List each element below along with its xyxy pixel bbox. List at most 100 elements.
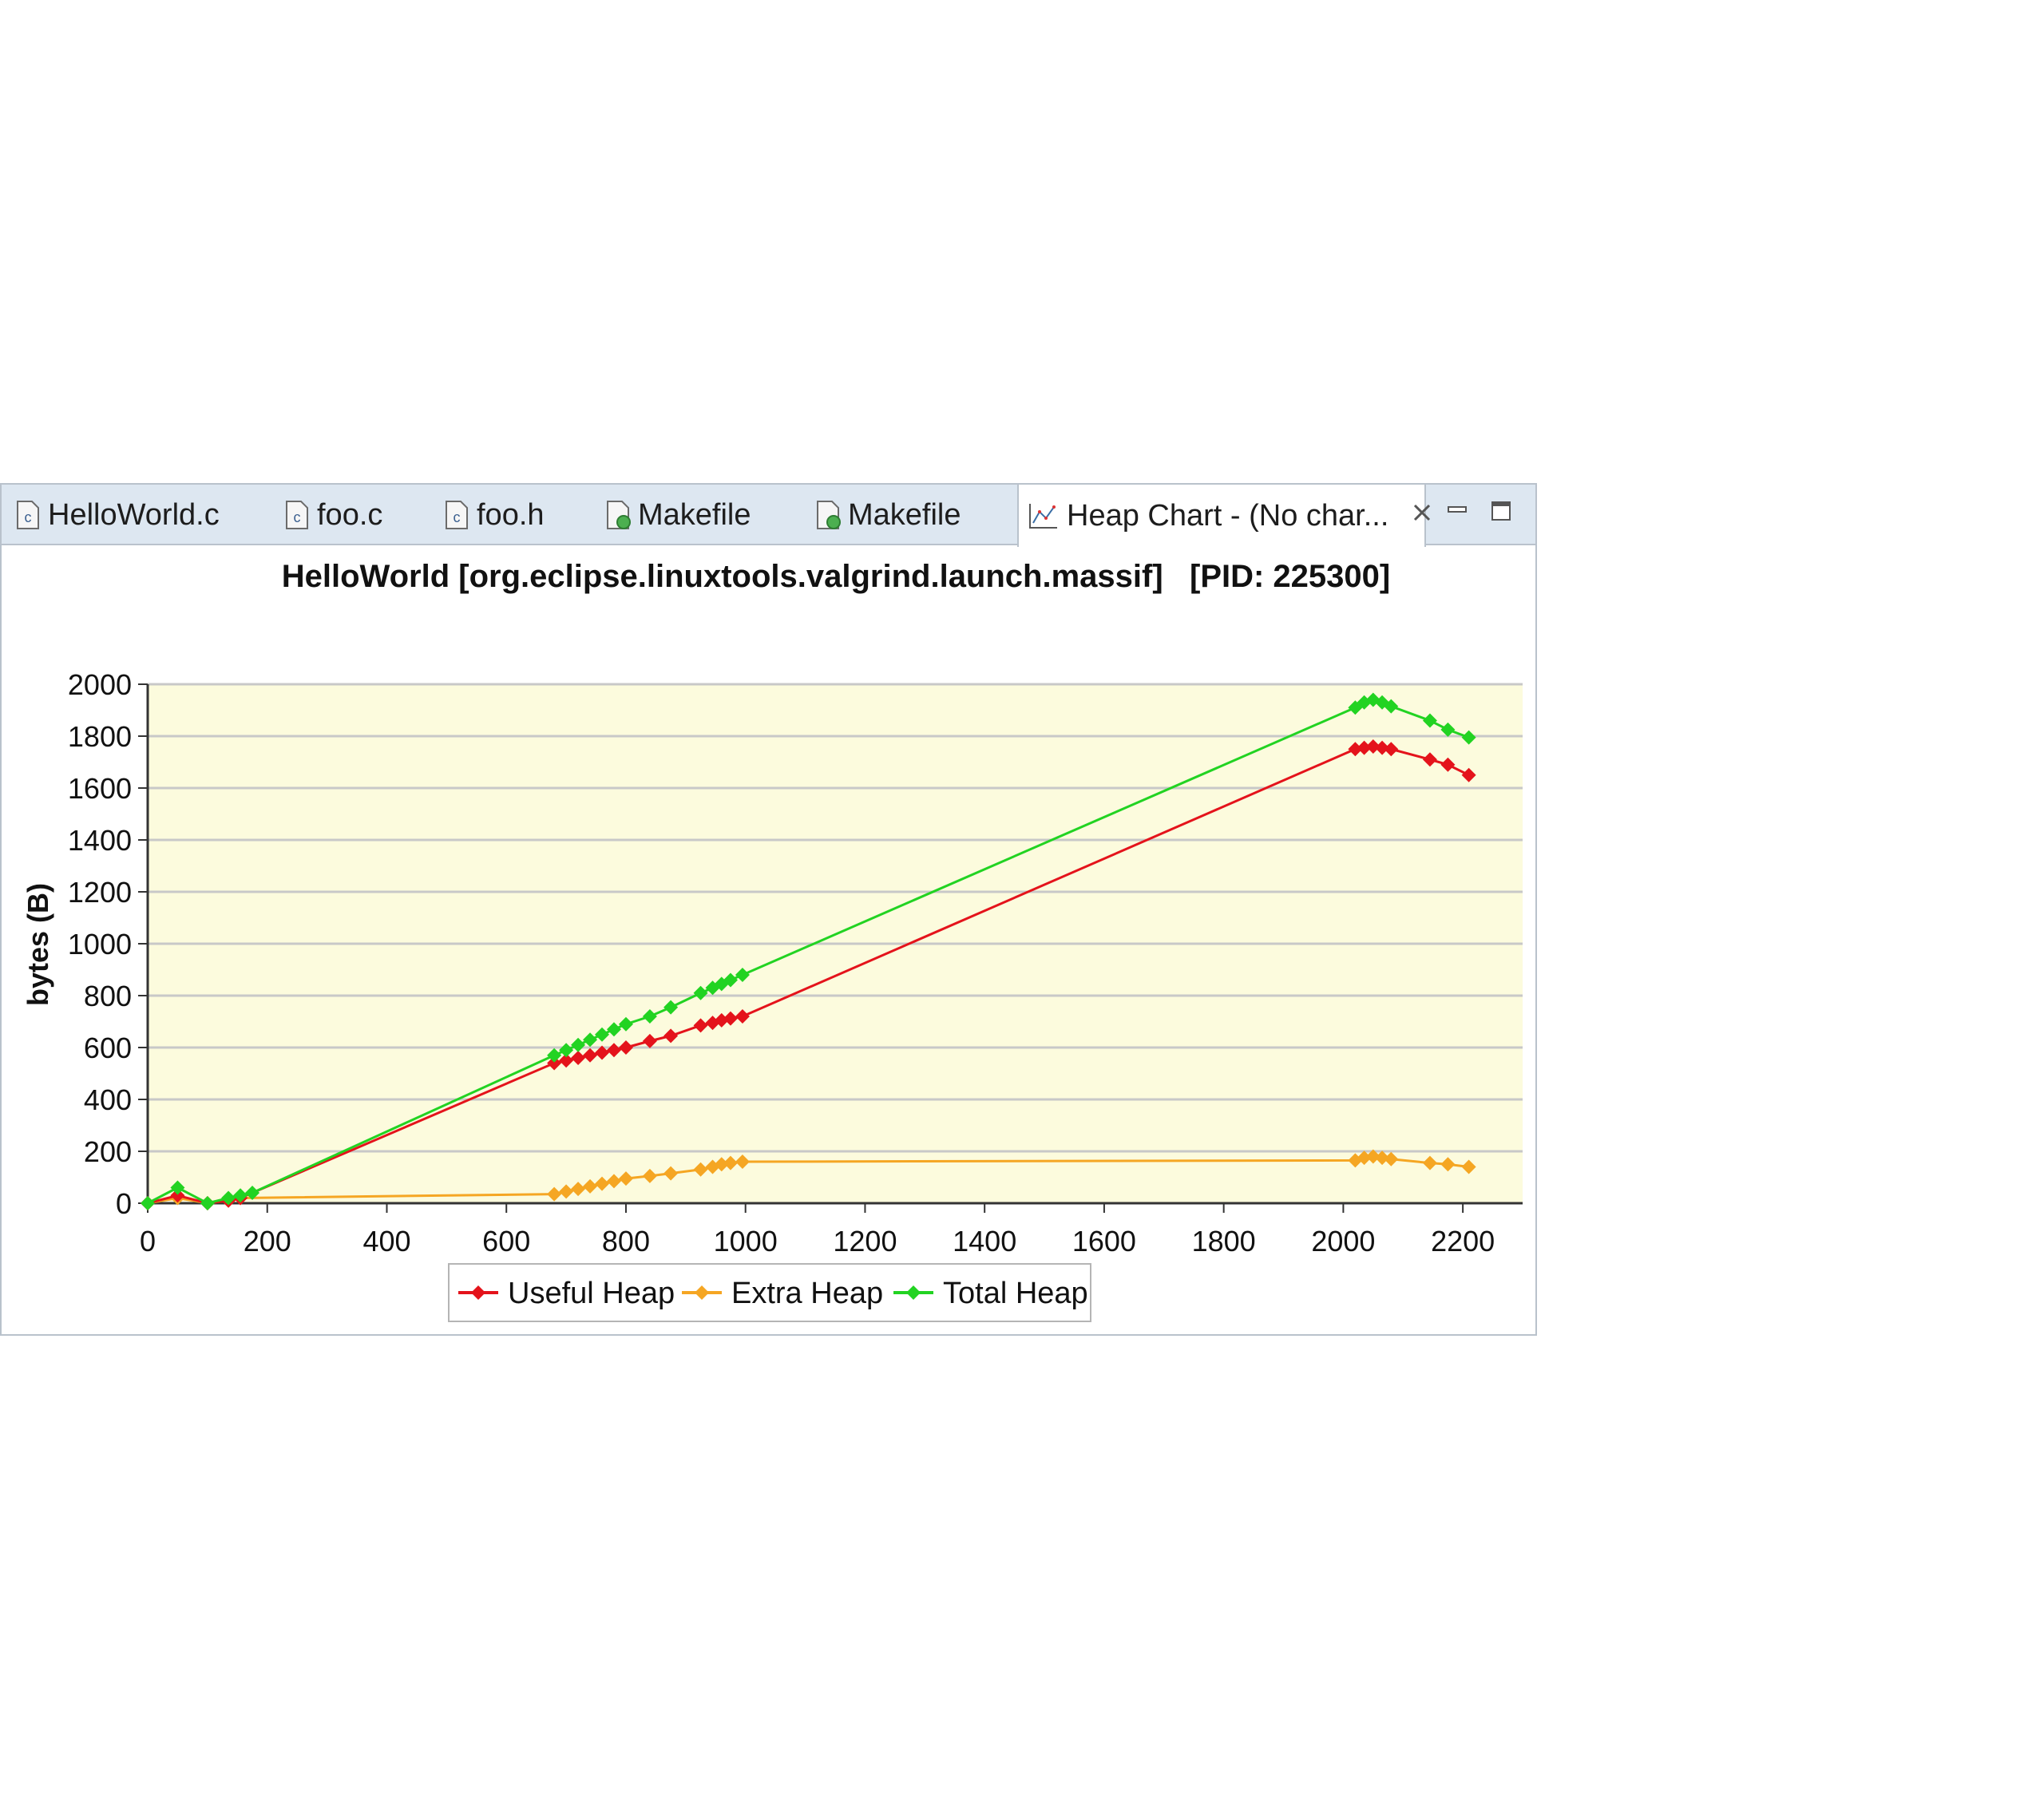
data-point <box>200 1196 215 1210</box>
data-point <box>1422 713 1437 728</box>
y-tick-label: 800 <box>84 980 132 1012</box>
y-tick-label: 1000 <box>68 928 132 960</box>
data-point <box>233 1188 248 1203</box>
heap-chart-svg: HelloWorld [org.eclipse.linuxtools.valgr… <box>22 559 1523 1322</box>
data-point <box>735 968 750 982</box>
data-point <box>723 1011 738 1026</box>
makefile-icon <box>816 500 841 530</box>
data-point <box>1384 699 1399 714</box>
data-point <box>595 1176 610 1191</box>
data-point <box>559 1053 574 1068</box>
chart-icon <box>1027 501 1059 531</box>
tab-helloworld-c[interactable]: c HelloWorld.c <box>16 485 220 545</box>
data-point <box>571 1037 586 1052</box>
data-point <box>559 1184 574 1199</box>
tab-label: Makefile <box>848 497 961 532</box>
data-point <box>618 1040 633 1055</box>
data-point <box>595 1045 610 1060</box>
data-point <box>595 1027 610 1042</box>
y-tick-label: 1600 <box>68 772 132 805</box>
svg-text:c: c <box>294 509 301 525</box>
close-icon[interactable] <box>1411 501 1433 530</box>
data-point <box>1375 740 1390 755</box>
data-point <box>571 1051 586 1065</box>
data-point <box>1422 752 1437 767</box>
x-tick-label: 0 <box>140 1225 156 1258</box>
data-point <box>606 1043 621 1058</box>
data-point <box>547 1056 562 1071</box>
data-point <box>1375 1151 1390 1166</box>
data-point <box>1461 1159 1476 1174</box>
tab-label: Heap Chart - (No char... <box>1067 498 1389 533</box>
data-point <box>735 1155 750 1169</box>
tab-label: foo.c <box>317 497 383 532</box>
data-point <box>642 1009 657 1024</box>
data-point <box>1461 767 1476 782</box>
tab-heap-chart[interactable]: Heap Chart - (No char... <box>1017 485 1431 547</box>
legend-swatch-marker <box>695 1285 709 1300</box>
y-axis-label: bytes (B) <box>22 883 54 1006</box>
data-point <box>1384 742 1399 757</box>
y-tick-label: 600 <box>84 1032 132 1064</box>
x-tick-label: 800 <box>602 1225 650 1258</box>
data-point <box>693 1018 708 1033</box>
x-tick-label: 400 <box>362 1225 410 1258</box>
c-file-icon: c <box>285 500 309 530</box>
data-point <box>245 1186 260 1200</box>
x-tick-label: 1400 <box>953 1225 1016 1258</box>
data-point <box>606 1022 621 1037</box>
tab-label: Makefile <box>638 497 751 532</box>
tab-makefile-2[interactable]: Makefile <box>816 485 961 545</box>
data-point <box>547 1186 562 1202</box>
legend-label: Total Heap <box>943 1277 1088 1310</box>
data-point <box>571 1182 586 1197</box>
y-tick-label: 1200 <box>68 876 132 909</box>
data-point <box>642 1033 657 1048</box>
y-tick-label: 0 <box>116 1187 132 1220</box>
tab-foo-c[interactable]: c foo.c <box>285 485 382 545</box>
x-tick-label: 600 <box>482 1225 530 1258</box>
data-point <box>714 1157 729 1172</box>
legend-label: Extra Heap <box>731 1277 883 1310</box>
x-tick-label: 2000 <box>1311 1225 1375 1258</box>
heap-chart-editor: c HelloWorld.c c foo.c c foo.h Makefile <box>0 483 1537 1336</box>
legend-label: Useful Heap <box>508 1277 675 1310</box>
y-tick-label: 1800 <box>68 720 132 753</box>
heap-chart: HelloWorld [org.eclipse.linuxtools.valgr… <box>2 545 1535 1334</box>
data-point <box>1365 1149 1380 1164</box>
x-tick-label: 1000 <box>714 1225 778 1258</box>
x-tick-label: 2200 <box>1431 1225 1495 1258</box>
tab-foo-h[interactable]: c foo.h <box>445 485 545 545</box>
legend-swatch-marker <box>906 1285 921 1300</box>
data-point <box>642 1168 657 1183</box>
data-point <box>606 1174 621 1189</box>
data-point <box>723 1155 738 1170</box>
data-point <box>583 1032 598 1048</box>
tab-makefile-1[interactable]: Makefile <box>606 485 751 545</box>
data-point <box>693 985 708 1000</box>
data-point <box>1384 1151 1399 1166</box>
data-point <box>618 1171 633 1186</box>
legend-box <box>448 1263 1091 1322</box>
data-point <box>547 1048 562 1063</box>
data-point <box>221 1190 236 1206</box>
minimize-icon[interactable] <box>1447 501 1468 521</box>
y-tick-label: 1400 <box>68 824 132 857</box>
data-point <box>583 1178 598 1194</box>
x-tick-label: 1800 <box>1192 1225 1256 1258</box>
h-file-icon: c <box>445 500 469 530</box>
maximize-icon[interactable] <box>1491 501 1511 521</box>
y-tick-label: 2000 <box>68 668 132 701</box>
chart-title: HelloWorld [org.eclipse.linuxtools.valgr… <box>282 559 1390 594</box>
editor-tab-bar: c HelloWorld.c c foo.c c foo.h Makefile <box>2 485 1535 547</box>
data-point <box>583 1048 598 1063</box>
svg-text:c: c <box>454 509 461 525</box>
data-point <box>1461 730 1476 745</box>
y-tick-label: 400 <box>84 1083 132 1116</box>
tab-label: foo.h <box>477 497 545 532</box>
data-point <box>664 1000 679 1015</box>
data-point <box>1365 739 1380 754</box>
y-tick-label: 200 <box>84 1135 132 1168</box>
data-point <box>618 1016 633 1032</box>
data-point <box>664 1028 679 1044</box>
